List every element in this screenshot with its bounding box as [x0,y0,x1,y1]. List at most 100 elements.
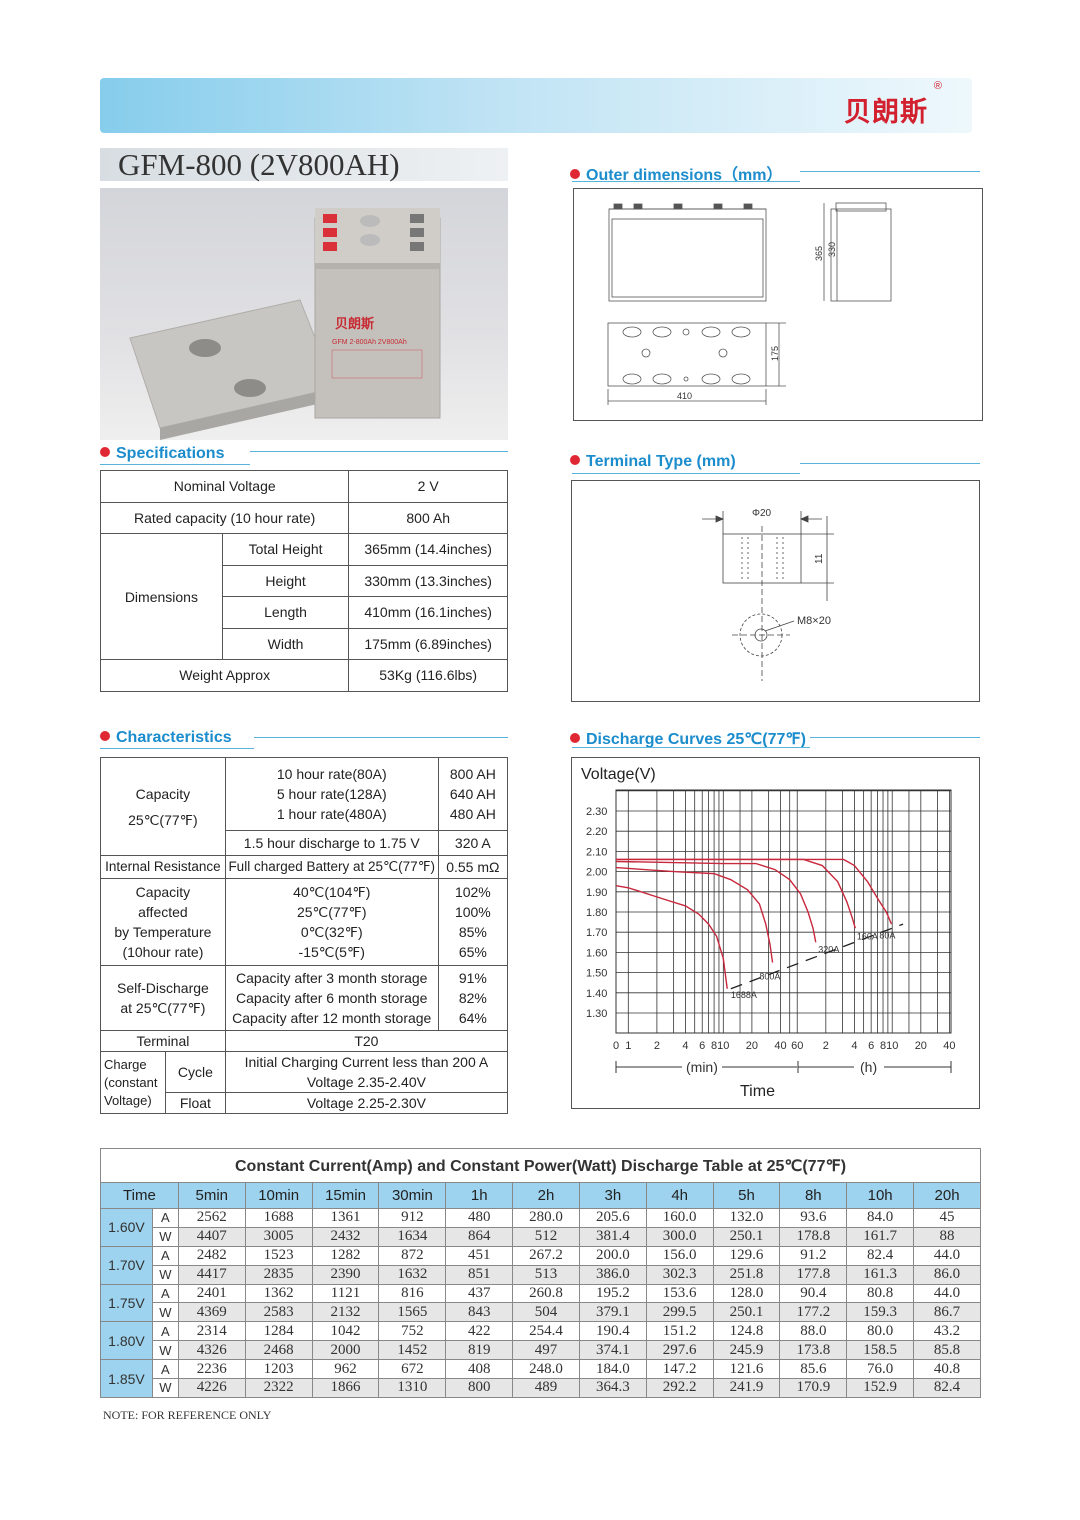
table-cell: 292.2 [645,1378,714,1398]
label-line: affected [138,904,188,920]
table-cell: 159.3 [846,1302,915,1323]
label-line: by Temperature [114,924,212,940]
table-row: W 4326 2468 2000 1452 819 497 374.1 297.6 245.9 17… [101,1340,981,1361]
label-line: Capacity [135,785,191,802]
table-title: Constant Current(Amp) and Constant Power… [100,1148,981,1183]
terminal-bolt: M8×20 [797,615,831,627]
spec-sublabel: Total Height [221,533,350,566]
cycle-label: Cycle [164,1051,226,1093]
table-cell: 152.9 [846,1378,915,1398]
temp: 0℃(32℉) [300,924,363,940]
cycle-line: Initial Charging Current less than 200 A [244,1054,489,1070]
condition: Capacity after 6 month storage [236,990,428,1006]
table-cell: 2835 [244,1264,313,1285]
unit-cell: W [151,1340,179,1361]
divider [572,747,810,748]
table-cell: 132.0 [712,1208,781,1228]
terminal-type-drawing: Φ20 11 M8×20 [571,480,980,702]
bullet-icon [570,455,580,465]
table-cell: 254.4 [512,1321,580,1342]
value: 64% [458,1010,487,1026]
divider [100,748,254,749]
curve-1688A [615,885,728,989]
y-tick-label: 1.60 [586,947,607,959]
x-tick-label: 2 [823,1040,829,1052]
table-cell: 819 [445,1340,514,1361]
table-cell: 124.8 [712,1321,781,1342]
column-header: 3h [578,1182,647,1209]
table-cell: 190.4 [578,1321,647,1342]
divider [810,737,980,738]
label-line: Capacity [135,884,191,900]
section-title: Terminal Type (mm) [586,453,736,470]
terminal-height: 11 [814,553,825,564]
column-header: 5min [177,1182,246,1209]
table-cell: 300.0 [645,1226,714,1247]
spec-label: Dimensions [100,533,223,660]
table-cell: 173.8 [779,1340,848,1361]
x-tick-label: 20 [746,1040,758,1052]
curve-label: 80A [879,930,895,940]
temperature-list: 40℃(104℉) 25℃(77℉) 0℃(32℉) -15℃(5℉) [224,878,439,966]
table-cell: 843 [445,1302,514,1323]
table-cell: 864 [445,1226,514,1247]
table-cell: 374.1 [578,1340,647,1361]
discharge-label: 1.5 hour discharge to 1.75 V [224,830,439,856]
table-cell: 177.8 [779,1264,848,1285]
discharge-table: Constant Current(Amp) and Constant Power… [100,1148,981,1398]
table-cell: 2236 [177,1359,246,1380]
dim-height: 330 [827,242,837,257]
column-header: 30min [378,1182,447,1209]
table-cell: 250.1 [712,1302,781,1323]
spec-row: Length 410mm (16.1inches) [101,596,508,629]
rate: 10 hour rate(80A) [276,766,387,782]
battery-illustration: 贝朗斯 GFM 2-800Ah 2V800Ah [129,208,441,440]
table-cell: 153.6 [645,1283,714,1304]
capacity-values: 800 AH 640 AH 480 AH [437,757,509,831]
curve-label: 160A [857,931,878,941]
battery-photo: 贝朗斯 GFM 2-800Ah 2V800Ah [100,188,508,440]
table-cell: 1042 [311,1321,380,1342]
x-tick-label: 40 [943,1040,955,1052]
y-tick-label: 2.00 [586,867,607,879]
spec-sublabel: Height [221,564,350,597]
table-cell: 1282 [311,1245,380,1266]
table-cell: 851 [445,1264,514,1285]
table-cell: 158.5 [846,1340,915,1361]
table-cell: 3005 [244,1226,313,1247]
table-cell: 379.1 [578,1302,647,1323]
char-row-charge-cycle: Charge (constant Voltage) Cycle Initial Ch… [100,1051,509,1114]
table-cell: 86.0 [913,1264,981,1285]
column-header: 10h [846,1182,915,1209]
table-cell: 1362 [244,1283,313,1304]
bullet-icon [100,447,110,457]
y-tick-label: 2.20 [586,826,607,838]
table-cell: 195.2 [578,1283,647,1304]
table-cell: 2432 [311,1226,380,1247]
table-cell: 82.4 [913,1378,981,1398]
table-row: 1.75V A 2401 1362 1121 816 437 260.8 195.2 153.6 1… [100,1283,981,1323]
section-title: Discharge Curves 25℃(77℉) [586,731,806,748]
section-title: Specifications [116,445,225,462]
table-cell: 1203 [244,1359,313,1380]
table-cell: 504 [512,1302,580,1323]
section-heading-outer-dimensions: Outer dimensions（mm） [570,161,782,185]
section-title: Outer dimensions（mm） [586,167,783,184]
x-tick-label: 10 [717,1040,729,1052]
table-cell: 1310 [378,1378,447,1398]
table-cell: 82.4 [846,1245,915,1266]
table-cell: 184.0 [578,1359,647,1380]
voltage-cell: 1.75V [100,1283,153,1323]
resistance-label: Internal Resistance [100,855,226,879]
table-cell: 1632 [378,1264,447,1285]
temp: 40℃(104℉) [293,884,371,900]
spec-sublabel: Width [221,627,350,660]
voltage-cell: 1.70V [100,1245,153,1285]
table-cell: 170.9 [779,1378,848,1398]
table-cell: 1284 [244,1321,313,1342]
table-cell: 4369 [177,1302,246,1323]
table-cell: 250.1 [712,1226,781,1247]
x-tick-label: 0 [613,1040,619,1052]
table-cell: 752 [378,1321,447,1342]
x-ticks: 0 1 2 4 6 8 10 20 40 60 2 4 6 8 10 20 40 [613,1040,956,1052]
